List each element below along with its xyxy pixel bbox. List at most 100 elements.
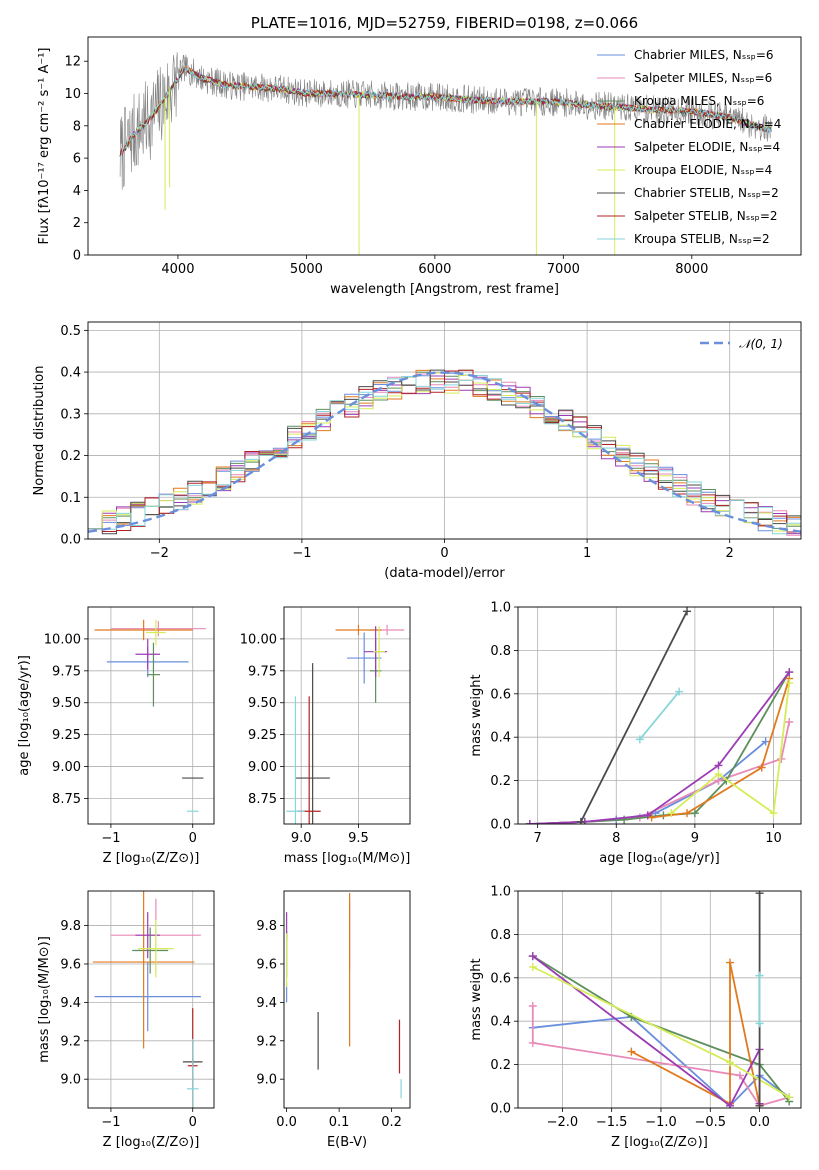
weight-line <box>639 691 680 740</box>
weight-line <box>529 671 790 824</box>
weight-marker <box>525 820 534 824</box>
weight-marker <box>667 809 676 818</box>
legend-label: Chabrier ELODIE, Nₛₛₚ=4 <box>634 117 781 131</box>
mass-vs-Z-frame <box>87 890 215 1109</box>
x-tick-label: 0 <box>189 831 197 846</box>
y-tick-label: 0.2 <box>490 774 511 789</box>
x-tick-label: −1 <box>292 546 311 561</box>
mass-vs-EBV-points <box>286 892 402 1099</box>
y-axis-label: Normed distribution <box>32 366 47 496</box>
weight-marker <box>528 962 537 971</box>
x-tick-label: 7 <box>534 831 542 846</box>
x-axis-label: age [log₁₀(age/yr)] <box>599 851 720 866</box>
y-tick-label: 0.8 <box>490 928 511 943</box>
legend-label: Salpeter ELODIE, Nₛₛₚ=4 <box>634 140 780 154</box>
x-axis-label: mass [log₁₀(M/M⊙)] <box>284 851 411 866</box>
legend-label: Chabrier STELIB, Nₛₛₚ=2 <box>634 186 779 200</box>
x-tick-label: 0 <box>189 1115 197 1130</box>
y-tick-label: 8 <box>73 119 81 134</box>
mass-vs-Z-axes: −1 0 9.0 9.2 9.4 9.6 9.8 Z [log₁₀(Z/Z⊙)] mass [l… <box>37 891 214 1150</box>
x-tick-label: 5000 <box>290 262 323 277</box>
x-tick-label: −1 <box>101 831 120 846</box>
legend-label: Kroupa ELODIE, Nₛₛₚ=4 <box>634 163 772 177</box>
y-tick-label: 2 <box>73 216 81 231</box>
legend-label: Salpeter STELIB, Nₛₛₚ=2 <box>634 209 778 223</box>
y-tick-label: 9.4 <box>256 996 277 1011</box>
y-tick-label: 8.75 <box>52 792 81 807</box>
weight-marker <box>785 718 794 727</box>
y-tick-label: 10 <box>64 87 81 102</box>
weight-marker <box>785 668 794 677</box>
y-tick-label: 10.00 <box>44 632 81 647</box>
mass-vs-Z-points <box>92 891 203 1108</box>
weight-marker <box>726 1101 735 1108</box>
spectrum-lines <box>119 52 772 255</box>
y-axis-label: mass weight <box>469 958 484 1040</box>
age-vs-mass-points <box>286 624 405 824</box>
x-axis-label: wavelength [Angstrom, rest frame] <box>330 282 559 297</box>
weight-marker <box>627 1047 636 1056</box>
weight-line <box>580 610 688 823</box>
y-tick-label: 9.00 <box>52 760 81 775</box>
x-tick-label: 8 <box>612 831 620 846</box>
weight-marker <box>635 735 644 744</box>
x-tick-label: 9.5 <box>348 831 369 846</box>
y-tick-label: 8.75 <box>248 792 277 807</box>
y-tick-label: 9.75 <box>52 664 81 679</box>
mass-vs-EBV-axes: 0.0 0.1 0.2 9.0 9.2 9.4 9.6 9.8 E(B-V) <box>256 919 402 1150</box>
weight-marker <box>755 1019 764 1028</box>
residuals-frame <box>87 321 802 540</box>
x-tick-label: 0.0 <box>276 1115 297 1130</box>
y-tick-label: 0.4 <box>490 731 511 746</box>
spectrum-legend: Chabrier MILES, Nₛₛₚ=6 Salpeter MILES, Nₛ… <box>597 48 781 246</box>
y-tick-label: 0.2 <box>60 449 81 464</box>
y-tick-label: 4 <box>73 184 81 199</box>
weight-vs-Z-axes: −2.0 −1.5 −1.0 −0.5 0.0 0.0 0.2 0.4 0.6 0.8 1.0 Z [… <box>469 885 801 1150</box>
x-tick-label: 1 <box>583 546 591 561</box>
weight-vs-Z-series <box>528 891 794 1108</box>
y-tick-label: 0.2 <box>490 1058 511 1073</box>
x-axis-label: E(B-V) <box>327 1135 367 1150</box>
weight-marker <box>755 971 764 980</box>
weight-line <box>670 682 791 815</box>
model-spectrum-line <box>119 63 772 157</box>
y-tick-label: 9.6 <box>60 957 81 972</box>
x-tick-label: −2.0 <box>547 1115 579 1130</box>
y-tick-label: 9.25 <box>248 728 277 743</box>
histograms <box>88 369 801 536</box>
y-tick-label: 9.25 <box>52 728 81 743</box>
y-tick-label: 0.4 <box>60 366 81 381</box>
weight-marker <box>761 737 770 746</box>
weight-marker <box>528 1038 537 1047</box>
y-tick-label: 0.6 <box>490 971 511 986</box>
weight-marker <box>755 891 764 898</box>
age-vs-Z-axes: −1 0 8.75 9.00 9.25 9.50 9.75 10.00 Z [log₁₀(Z/Z… <box>17 607 214 866</box>
weight-vs-age-series <box>525 607 794 824</box>
y-tick-label: 10.00 <box>240 632 277 647</box>
x-axis-label: Z [log₁₀(Z/Z⊙)] <box>103 851 200 866</box>
x-tick-label: 2 <box>726 546 734 561</box>
weight-vs-age-frame <box>517 606 802 825</box>
y-tick-label: 0 <box>73 249 81 264</box>
weight-line <box>651 678 791 819</box>
x-tick-label: 9 <box>691 831 699 846</box>
weight-marker <box>714 770 723 779</box>
weight-marker <box>785 678 794 687</box>
y-axis-label: mass [log₁₀(M/M⊙)] <box>37 936 52 1063</box>
residuals-axes: −2 −1 0 1 2 0.0 0.1 0.2 0.3 0.4 0.5 (data-model)/er… <box>32 322 801 581</box>
y-tick-label: 0.0 <box>490 1102 511 1117</box>
x-axis-label: Z [log₁₀(Z/Z⊙)] <box>611 1135 708 1150</box>
y-tick-label: 9.75 <box>248 664 277 679</box>
age-vs-mass-axes: 9.0 9.5 8.75 9.00 9.25 9.50 9.75 10.00 mass [log… <box>240 607 410 866</box>
y-tick-label: 9.50 <box>52 696 81 711</box>
spectrum-axes: 4000 5000 6000 7000 8000 0 2 4 6 8 10 12 wavelength … <box>37 48 708 298</box>
x-axis-label: Z [log₁₀(Z/Z⊙)] <box>103 1135 200 1150</box>
weight-marker <box>755 1101 764 1108</box>
y-axis-label: mass weight <box>469 674 484 756</box>
y-tick-label: 9.2 <box>60 1034 81 1049</box>
x-tick-label: 7000 <box>547 262 580 277</box>
y-tick-label: 9.0 <box>60 1073 81 1088</box>
weight-marker <box>735 1071 744 1080</box>
y-tick-label: 1.0 <box>490 601 511 616</box>
weight-line <box>630 962 761 1106</box>
